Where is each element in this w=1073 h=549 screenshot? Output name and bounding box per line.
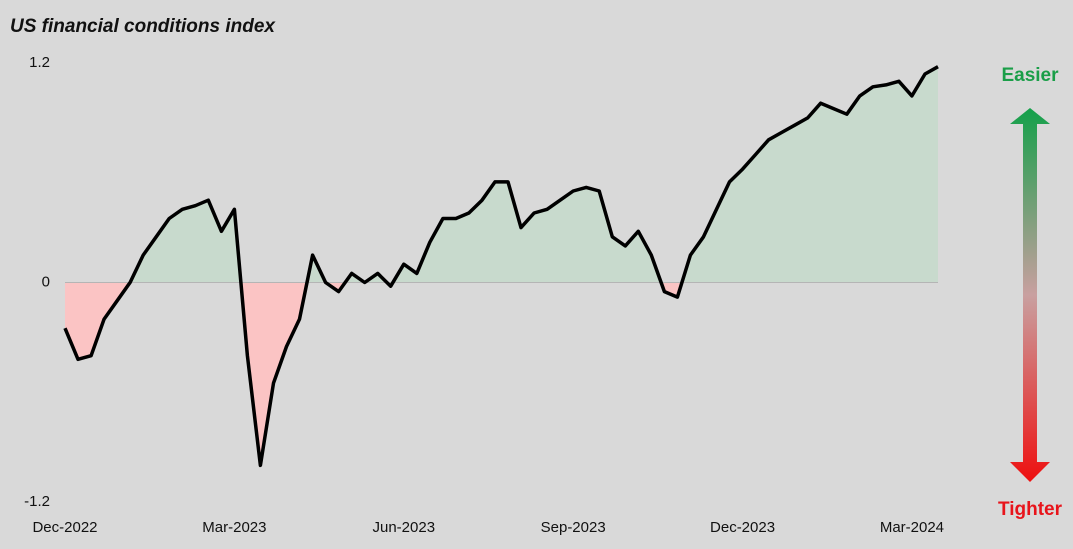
x-tick-label: Mar-2024 xyxy=(880,519,944,536)
area-above xyxy=(65,66,938,283)
annotation: Tighter xyxy=(998,499,1063,520)
chart-title: US financial conditions index xyxy=(10,16,276,37)
direction-arrow xyxy=(1010,108,1050,482)
y-tick-label: 0 xyxy=(42,273,50,290)
area-below xyxy=(65,282,938,466)
x-tick-label: Dec-2022 xyxy=(32,519,97,536)
x-tick-label: Mar-2023 xyxy=(202,519,266,536)
annotation: Easier xyxy=(1001,65,1059,86)
x-tick-label: Dec-2023 xyxy=(710,519,775,536)
y-tick-label: -1.2 xyxy=(24,493,50,510)
x-tick-label: Sep-2023 xyxy=(541,519,606,536)
y-tick-label: 1.2 xyxy=(29,54,50,71)
x-tick-label: Jun-2023 xyxy=(372,519,435,536)
line xyxy=(63,65,939,468)
